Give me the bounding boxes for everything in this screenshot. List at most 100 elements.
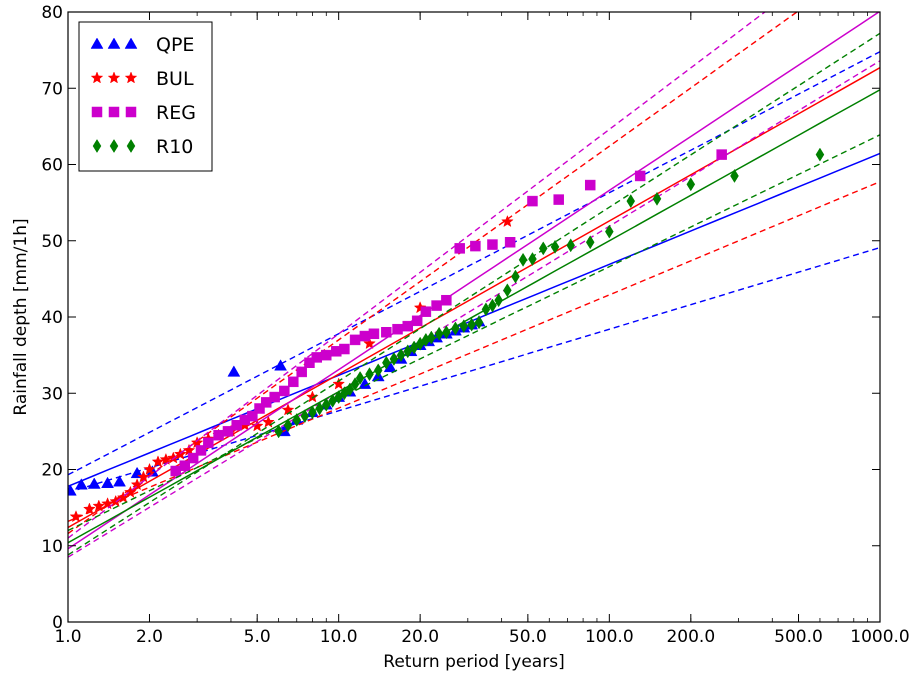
r10-point (355, 371, 365, 385)
bul-point (101, 497, 114, 510)
legend-marker-reg (125, 106, 137, 118)
reg-point (392, 323, 403, 335)
reg-point (195, 445, 207, 456)
x-tick-label: 5.0 (244, 627, 271, 647)
legend-item-reg: REG (91, 102, 196, 124)
bul-point (83, 502, 96, 515)
bul-point (250, 419, 264, 432)
reg-point (381, 327, 392, 338)
reg-point (359, 330, 371, 342)
legend-label-qpe: QPE (156, 34, 194, 56)
r10-point (328, 393, 337, 408)
reg-point (634, 170, 646, 182)
r10-point (459, 319, 469, 334)
x-tick-label: 50.0 (509, 627, 547, 647)
r10-point (652, 191, 662, 206)
reg-point (420, 306, 432, 317)
axis-ticks: 1.0 2.0 5.0 10.0 20.0 50.0 100.0 200.0 500.0 1000… (41, 3, 909, 647)
series-r10 (68, 32, 880, 556)
bul-point (137, 470, 150, 483)
reg-point (279, 385, 290, 397)
legend-marker-qpe (124, 37, 138, 49)
r10-point (626, 194, 636, 209)
legend-marker-reg (108, 106, 120, 118)
legend-item-qpe: QPE (90, 34, 194, 56)
qpe-point (68, 484, 77, 496)
y-tick-label: 50 (41, 232, 63, 252)
r10-point (686, 177, 696, 192)
qpe-point (274, 359, 287, 371)
bul-point (124, 485, 137, 498)
x-axis-label: Return period [years] (383, 652, 564, 672)
r10-point (518, 252, 528, 267)
reg-point (441, 294, 452, 306)
r10-point (566, 238, 576, 253)
bul-point (151, 455, 165, 468)
reg-point (296, 366, 307, 378)
legend-label-r10: R10 (156, 136, 193, 158)
x-tick-label: 1.0 (54, 627, 81, 647)
qpe-point (87, 477, 101, 489)
legend-marker-qpe (107, 37, 121, 49)
reg-point (269, 391, 280, 403)
reg-point (311, 352, 323, 363)
reg-point (553, 194, 564, 205)
x-tick-label: 100.0 (585, 627, 634, 647)
legend-marker-bul (90, 71, 104, 84)
y-tick-label: 60 (41, 156, 63, 176)
qpe-point (227, 365, 241, 377)
x-tick-label: 1000.0 (850, 627, 909, 647)
legend-label-reg: REG (156, 102, 196, 124)
r10-point (292, 412, 302, 427)
reg-point (179, 460, 191, 471)
reg-point (187, 452, 199, 464)
reg-point (321, 349, 332, 361)
bul-point (332, 377, 346, 390)
bul-ci-lower-line (68, 181, 880, 523)
bul-point (501, 215, 514, 228)
r10-point (528, 252, 537, 267)
bul-ci-upper-line (68, 12, 799, 535)
r10-point (365, 367, 374, 382)
r10-point (373, 363, 383, 378)
r10-point (345, 382, 355, 397)
series-reg (68, 12, 880, 558)
reg-point (304, 357, 315, 368)
r10-point (321, 397, 331, 412)
r10-point (308, 405, 317, 420)
x-tick-label: 500.0 (774, 627, 823, 647)
legend-marker-r10 (126, 139, 136, 153)
bul-point (413, 301, 427, 314)
r10-point (382, 355, 391, 370)
reg-point (213, 429, 224, 441)
reg-point (222, 426, 234, 437)
r10-point (815, 147, 825, 162)
legend-label-bul: BUL (156, 68, 194, 90)
reg-point (402, 320, 414, 332)
bul-point (69, 510, 83, 523)
reg-point (254, 403, 265, 414)
legend-marker-bul (107, 71, 121, 84)
reg-point (203, 437, 214, 449)
bul-point (262, 415, 275, 428)
r10-point (605, 224, 614, 239)
reg-point (504, 237, 516, 248)
r10-point (409, 340, 419, 355)
r10-point (585, 235, 595, 250)
plot-layer (68, 12, 880, 558)
r10-point (403, 344, 413, 359)
reg-ci-lower-line (68, 60, 880, 558)
legend-marker-bul (124, 71, 138, 84)
r10-point (494, 293, 503, 308)
r10-point (474, 315, 484, 330)
reg-point (716, 149, 727, 160)
bul-point (92, 499, 106, 512)
reg-point (470, 240, 481, 252)
y-tick-label: 80 (41, 3, 63, 23)
r10-point (389, 351, 399, 366)
bul-point (363, 337, 376, 350)
reg-point (487, 239, 498, 250)
legend-item-bul: BUL (90, 68, 194, 90)
y-tick-label: 40 (41, 308, 63, 328)
